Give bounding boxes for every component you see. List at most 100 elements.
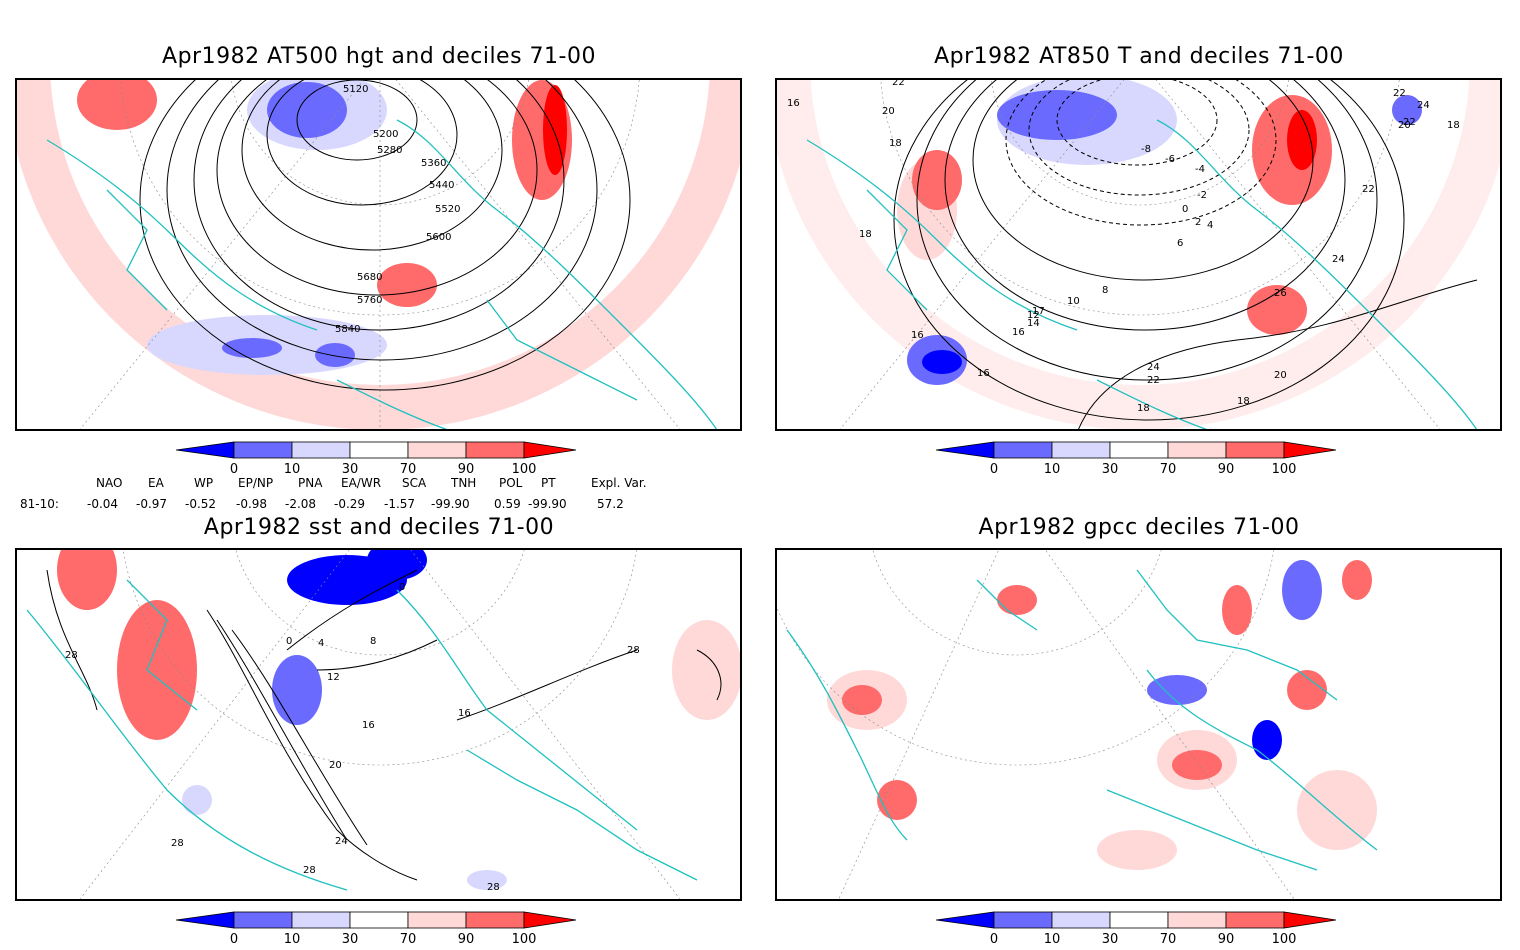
- sst-label-16b: 16: [458, 708, 471, 719]
- colorbar-segment-above-100: [1283, 911, 1337, 929]
- t850-label-18e: 18: [1237, 396, 1250, 407]
- colorbar-segment-2: [1051, 911, 1111, 929]
- sst-label-0b: 0: [286, 636, 292, 647]
- hgt-label-5840: 5840: [335, 324, 360, 335]
- colorbar-bottom-left: 0 10 30 70 90 100: [175, 910, 588, 950]
- t850-label-22c: 22: [1403, 117, 1416, 128]
- colorbar-tick-30: 30: [1101, 462, 1119, 477]
- hgt-label-5120: 5120: [343, 84, 368, 95]
- colorbar-tick-100: 100: [1271, 462, 1297, 477]
- t850-label-18b: 18: [859, 229, 872, 240]
- colorbar-segment-above-100: [523, 441, 577, 459]
- map-panel-t850: 22 20 18 16 18 22 24 22 20 18 -8 -6 -4 -…: [775, 78, 1502, 431]
- colorbar-segment-5: [465, 441, 525, 459]
- colorbar-segment-below-0: [935, 441, 995, 459]
- colorbar-segment-4: [407, 441, 467, 459]
- colorbar-segment-3: [1109, 441, 1169, 459]
- sst-label-4: 4: [318, 638, 324, 649]
- index-value-sca: -1.57: [384, 497, 416, 511]
- panel-3-title: Apr1982 sst and deciles 71-00: [203, 515, 555, 540]
- t850-label-10: 10: [1067, 296, 1080, 307]
- sst-label-20: 20: [329, 760, 342, 771]
- t850-label-18c: 18: [1447, 120, 1460, 131]
- t850-label-20c: 20: [1274, 370, 1287, 381]
- t850-label-8: 8: [1102, 285, 1108, 296]
- t850-label-16: 16: [787, 98, 800, 109]
- colorbar-segment-5: [1225, 441, 1285, 459]
- colorbar-segment-1: [993, 441, 1053, 459]
- colorbar-segment-above-100: [1283, 441, 1337, 459]
- index-header-pt: PT: [541, 476, 556, 490]
- index-value-eawr: -0.29: [334, 497, 366, 511]
- t850-label-0: 0: [1182, 204, 1188, 215]
- index-value-nao: -0.04: [87, 497, 119, 511]
- t850-label-m6: -6: [1165, 154, 1175, 165]
- colorbar-tick-0: 0: [229, 462, 239, 477]
- index-header-expl-var: Expl. Var.: [591, 476, 647, 490]
- colorbar-tick-70: 70: [399, 462, 417, 477]
- colorbar-segment-1: [233, 441, 293, 459]
- t850-label-m2: -2: [1197, 190, 1207, 201]
- hgt-label-5760: 5760: [357, 295, 382, 306]
- hgt-label-5360: 5360: [421, 158, 446, 169]
- index-value-wp: -0.52: [185, 497, 217, 511]
- t850-label-18d: 18: [1137, 403, 1150, 414]
- hgt-label-5200: 5200: [373, 129, 398, 140]
- sst-label-28c: 28: [303, 865, 316, 876]
- index-header-nao: NAO: [96, 476, 123, 490]
- index-value-pol: 0.59: [494, 497, 521, 511]
- t850-label-16c: 16: [977, 368, 990, 379]
- colorbar-segment-4: [1167, 911, 1227, 929]
- t850-label-24c: 24: [1147, 362, 1160, 373]
- colorbar-top-right: 0 10 30 70 90 100: [935, 440, 1348, 480]
- hgt-label-5440: 5440: [429, 180, 454, 191]
- colorbar-segment-4: [407, 911, 467, 929]
- sst-label-24: 24: [335, 836, 348, 847]
- index-value-epnp: -0.98: [236, 497, 268, 511]
- t850-label-m4: -4: [1195, 164, 1205, 175]
- t850-label-17: 17: [1032, 306, 1045, 317]
- colorbar-segment-3: [349, 911, 409, 929]
- t850-label-24: 24: [1417, 100, 1430, 111]
- t850-label-18: 18: [889, 138, 902, 149]
- colorbar-tick-100: 100: [511, 462, 537, 477]
- index-header-sca: SCA: [402, 476, 427, 490]
- t850-label-20: 20: [882, 106, 895, 117]
- colorbar-segment-2: [291, 441, 351, 459]
- map-panel-gpcc: [775, 548, 1502, 901]
- t850-label-14: 14: [1027, 318, 1040, 329]
- hgt-label-5520: 5520: [435, 204, 460, 215]
- colorbar-tick-90: 90: [1217, 462, 1235, 477]
- t850-label-m8: -8: [1141, 144, 1151, 155]
- colorbar-tick-10: 10: [283, 462, 301, 477]
- t850-label-22e: 22: [1147, 375, 1160, 386]
- colorbar-segment-below-0: [935, 911, 995, 929]
- colorbar-segment-5: [465, 911, 525, 929]
- t850-label-2: 2: [1195, 217, 1201, 228]
- colorbar-bottom-right: 0 10 30 70 90 100: [935, 910, 1348, 950]
- colorbar-segment-3: [1109, 911, 1169, 929]
- t850-label-6: 6: [1177, 238, 1183, 249]
- colorbar-segment-1: [233, 911, 293, 929]
- hgt-label-5280: 5280: [377, 145, 402, 156]
- index-header-pna: PNA: [298, 476, 323, 490]
- sst-label-8: 8: [370, 636, 376, 647]
- colorbar-segment-1: [993, 911, 1053, 929]
- index-header-eawr: EA/WR: [341, 476, 382, 490]
- sst-label-12: 12: [327, 672, 340, 683]
- sst-label-28e: 28: [627, 645, 640, 656]
- index-header-pol: POL: [499, 476, 523, 490]
- t850-label-16: 16: [1012, 327, 1025, 338]
- colorbar-tick-30: 30: [341, 462, 359, 477]
- map-panel-hgt500: 5120 5200 5280 5360 5440 5520 5600 5680 …: [15, 78, 742, 431]
- index-value-tnh: -99.90: [431, 497, 470, 511]
- index-header-tnh: TNH: [451, 476, 477, 490]
- index-row-label: 81-10:: [20, 497, 59, 511]
- panel-4-title: Apr1982 gpcc deciles 71-00: [978, 515, 1300, 540]
- colorbar-tick-90: 90: [457, 462, 475, 477]
- colorbar-tick-10: 10: [1043, 462, 1061, 477]
- t850-label-22d: 22: [1362, 184, 1375, 195]
- colorbar-segment-above-100: [523, 911, 577, 929]
- hgt-label-5600: 5600: [426, 232, 451, 243]
- colorbar-top-left: 0 10 30 70 90 100: [175, 440, 588, 480]
